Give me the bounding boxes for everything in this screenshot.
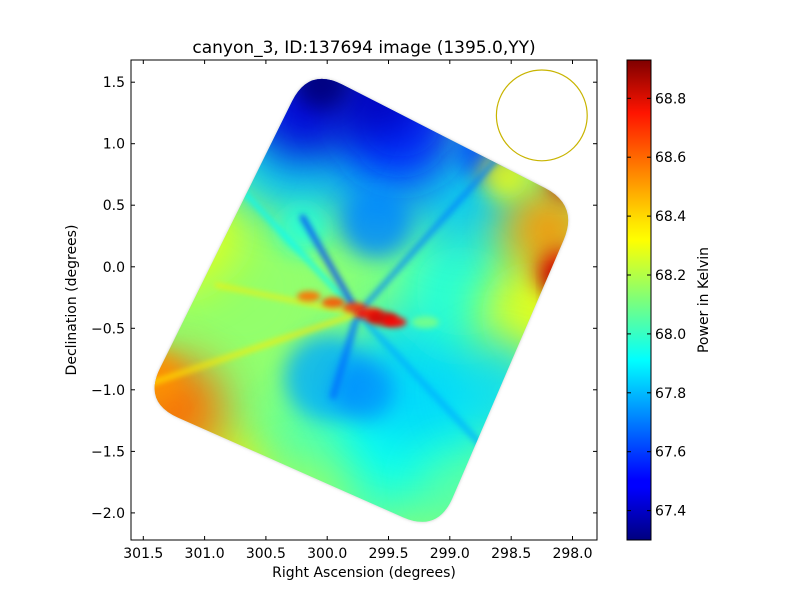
heatmap-streak-2 <box>329 310 362 400</box>
heatmap-region-28 <box>549 163 569 198</box>
heatmap-region-27 <box>547 272 569 298</box>
heatmap-streak-3 <box>354 310 502 467</box>
colorbar: 67.4 67.6 67.8 68.0 68.2 68.4 68.6 68.8 Power i… <box>626 59 712 541</box>
heatmap-streak-0 <box>355 147 508 316</box>
y-tick-label: −2.0 <box>91 506 125 522</box>
heatmap-region-31 <box>419 451 493 522</box>
heatmap-region-26 <box>538 250 569 295</box>
colorbar-tick-label: 68.0 <box>655 327 686 343</box>
x-tick-label: 300.0 <box>307 546 347 562</box>
y-tick-label: 1.0 <box>103 137 125 153</box>
heatmap-region-21 <box>259 457 346 522</box>
beam-circle <box>495 69 588 162</box>
colorbar-label: Power in Kelvin <box>696 247 712 353</box>
colorbar-tick-label: 68.6 <box>655 150 686 166</box>
colorbar-tick-label: 67.4 <box>655 504 686 520</box>
colorbar-ticks: 67.4 67.6 67.8 68.0 68.2 68.4 68.6 68.8 <box>627 91 686 520</box>
colorbar-gradient <box>626 59 652 541</box>
y-tick-label: 0.5 <box>103 198 125 214</box>
beam-circle-layer <box>495 69 588 162</box>
colorbar-tick-label: 68.8 <box>655 91 686 107</box>
heatmap-image <box>154 78 569 522</box>
heatmap-region-16 <box>210 78 273 138</box>
heatmap-region-20 <box>161 433 273 522</box>
heatmap-region-1 <box>154 168 242 292</box>
filament-knot-1 <box>321 297 346 308</box>
y-tick-label: −1.0 <box>91 383 125 399</box>
heatmap-region-6 <box>333 359 395 421</box>
x-tick-label: 300.5 <box>246 546 286 562</box>
heatmap-streak-6 <box>154 311 361 387</box>
filament-knot-6 <box>411 316 439 329</box>
heatmap-region-29 <box>480 150 530 199</box>
heatmap-region-15 <box>294 78 349 110</box>
x-tick-label: 299.0 <box>430 546 470 562</box>
y-tick-label: 1.5 <box>103 75 125 91</box>
chart-title: canyon_3, ID:137694 image (1395.0,YY) <box>192 38 535 58</box>
x-tick-label: 298.5 <box>491 546 531 562</box>
colorbar-tick-label: 68.4 <box>655 209 686 225</box>
y-tick-label: 0.0 <box>103 260 125 276</box>
filament-knot-5 <box>382 317 407 328</box>
y-tick-label: −1.5 <box>91 444 125 460</box>
colorbar-tick-label: 67.8 <box>655 386 686 402</box>
y-axis-label: Declination (degrees) <box>64 225 80 376</box>
colorbar-tick-label: 67.6 <box>655 445 686 461</box>
heatmap-region-18 <box>342 189 411 258</box>
colorbar-tick-label: 68.2 <box>655 268 686 284</box>
x-tick-label: 301.5 <box>123 546 163 562</box>
x-tick-label: 301.0 <box>185 546 225 562</box>
heatmap-streak-5 <box>214 283 360 316</box>
x-tick-label: 298.0 <box>552 546 592 562</box>
y-axis: 1.5 1.0 0.5 0.0 −0.5 −1.0 −1.5 −2.0 <box>91 75 597 522</box>
x-axis: 301.5 301.0 300.5 300.0 299.5 299.0 298.5 298.0 <box>123 60 593 562</box>
heatmap-streak-4 <box>299 214 361 317</box>
heatmap-region-11 <box>173 100 260 187</box>
filament-knot-0 <box>297 291 321 302</box>
x-axis-label: Right Ascension (degrees) <box>272 565 456 581</box>
y-tick-label: −0.5 <box>91 321 125 337</box>
x-tick-label: 299.5 <box>368 546 408 562</box>
plot-frame <box>130 59 598 541</box>
heatmap-region-25 <box>505 186 569 273</box>
